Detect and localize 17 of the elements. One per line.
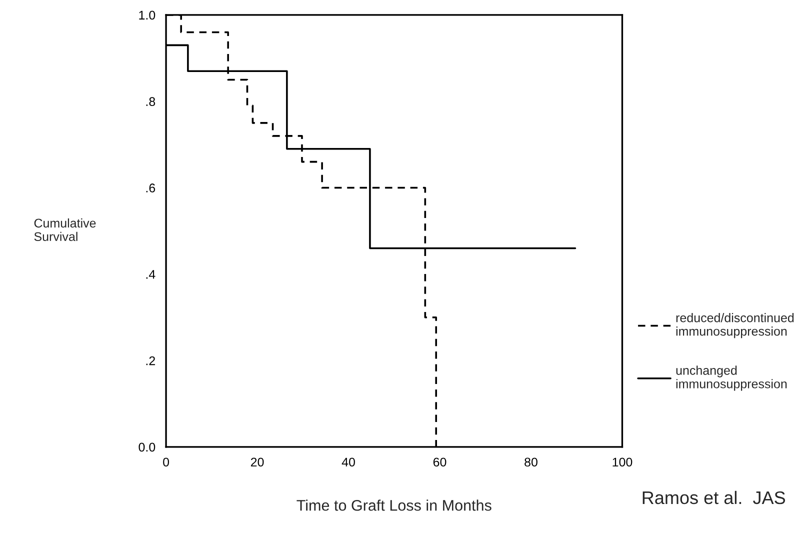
x-tick-label: 100 bbox=[612, 458, 632, 467]
y-tick-label: .2 bbox=[146, 356, 155, 366]
legend-label: unchanged immunosuppression bbox=[676, 366, 787, 391]
x-tick-label: 80 bbox=[524, 458, 538, 467]
y-axis-title: Cumulative Survival bbox=[34, 218, 96, 242]
y-tick-label: .4 bbox=[146, 270, 156, 279]
y-tick-label: .6 bbox=[146, 184, 156, 192]
y-tick-label: 1.0 bbox=[139, 10, 156, 20]
x-axis-title: Time to Graft Loss in Months bbox=[296, 500, 492, 511]
y-tick-label: 0.0 bbox=[138, 442, 156, 452]
x-tick-label: 40 bbox=[342, 458, 355, 467]
legend-label: reduced/discontinued immunosuppression bbox=[676, 313, 794, 338]
x-tick-label: 0 bbox=[163, 458, 170, 467]
y-tick-label: .8 bbox=[146, 97, 156, 106]
text: Ramos et al. JAS bbox=[642, 490, 786, 504]
x-tick-label: 20 bbox=[250, 458, 264, 467]
x-tick-label: 60 bbox=[433, 458, 446, 467]
